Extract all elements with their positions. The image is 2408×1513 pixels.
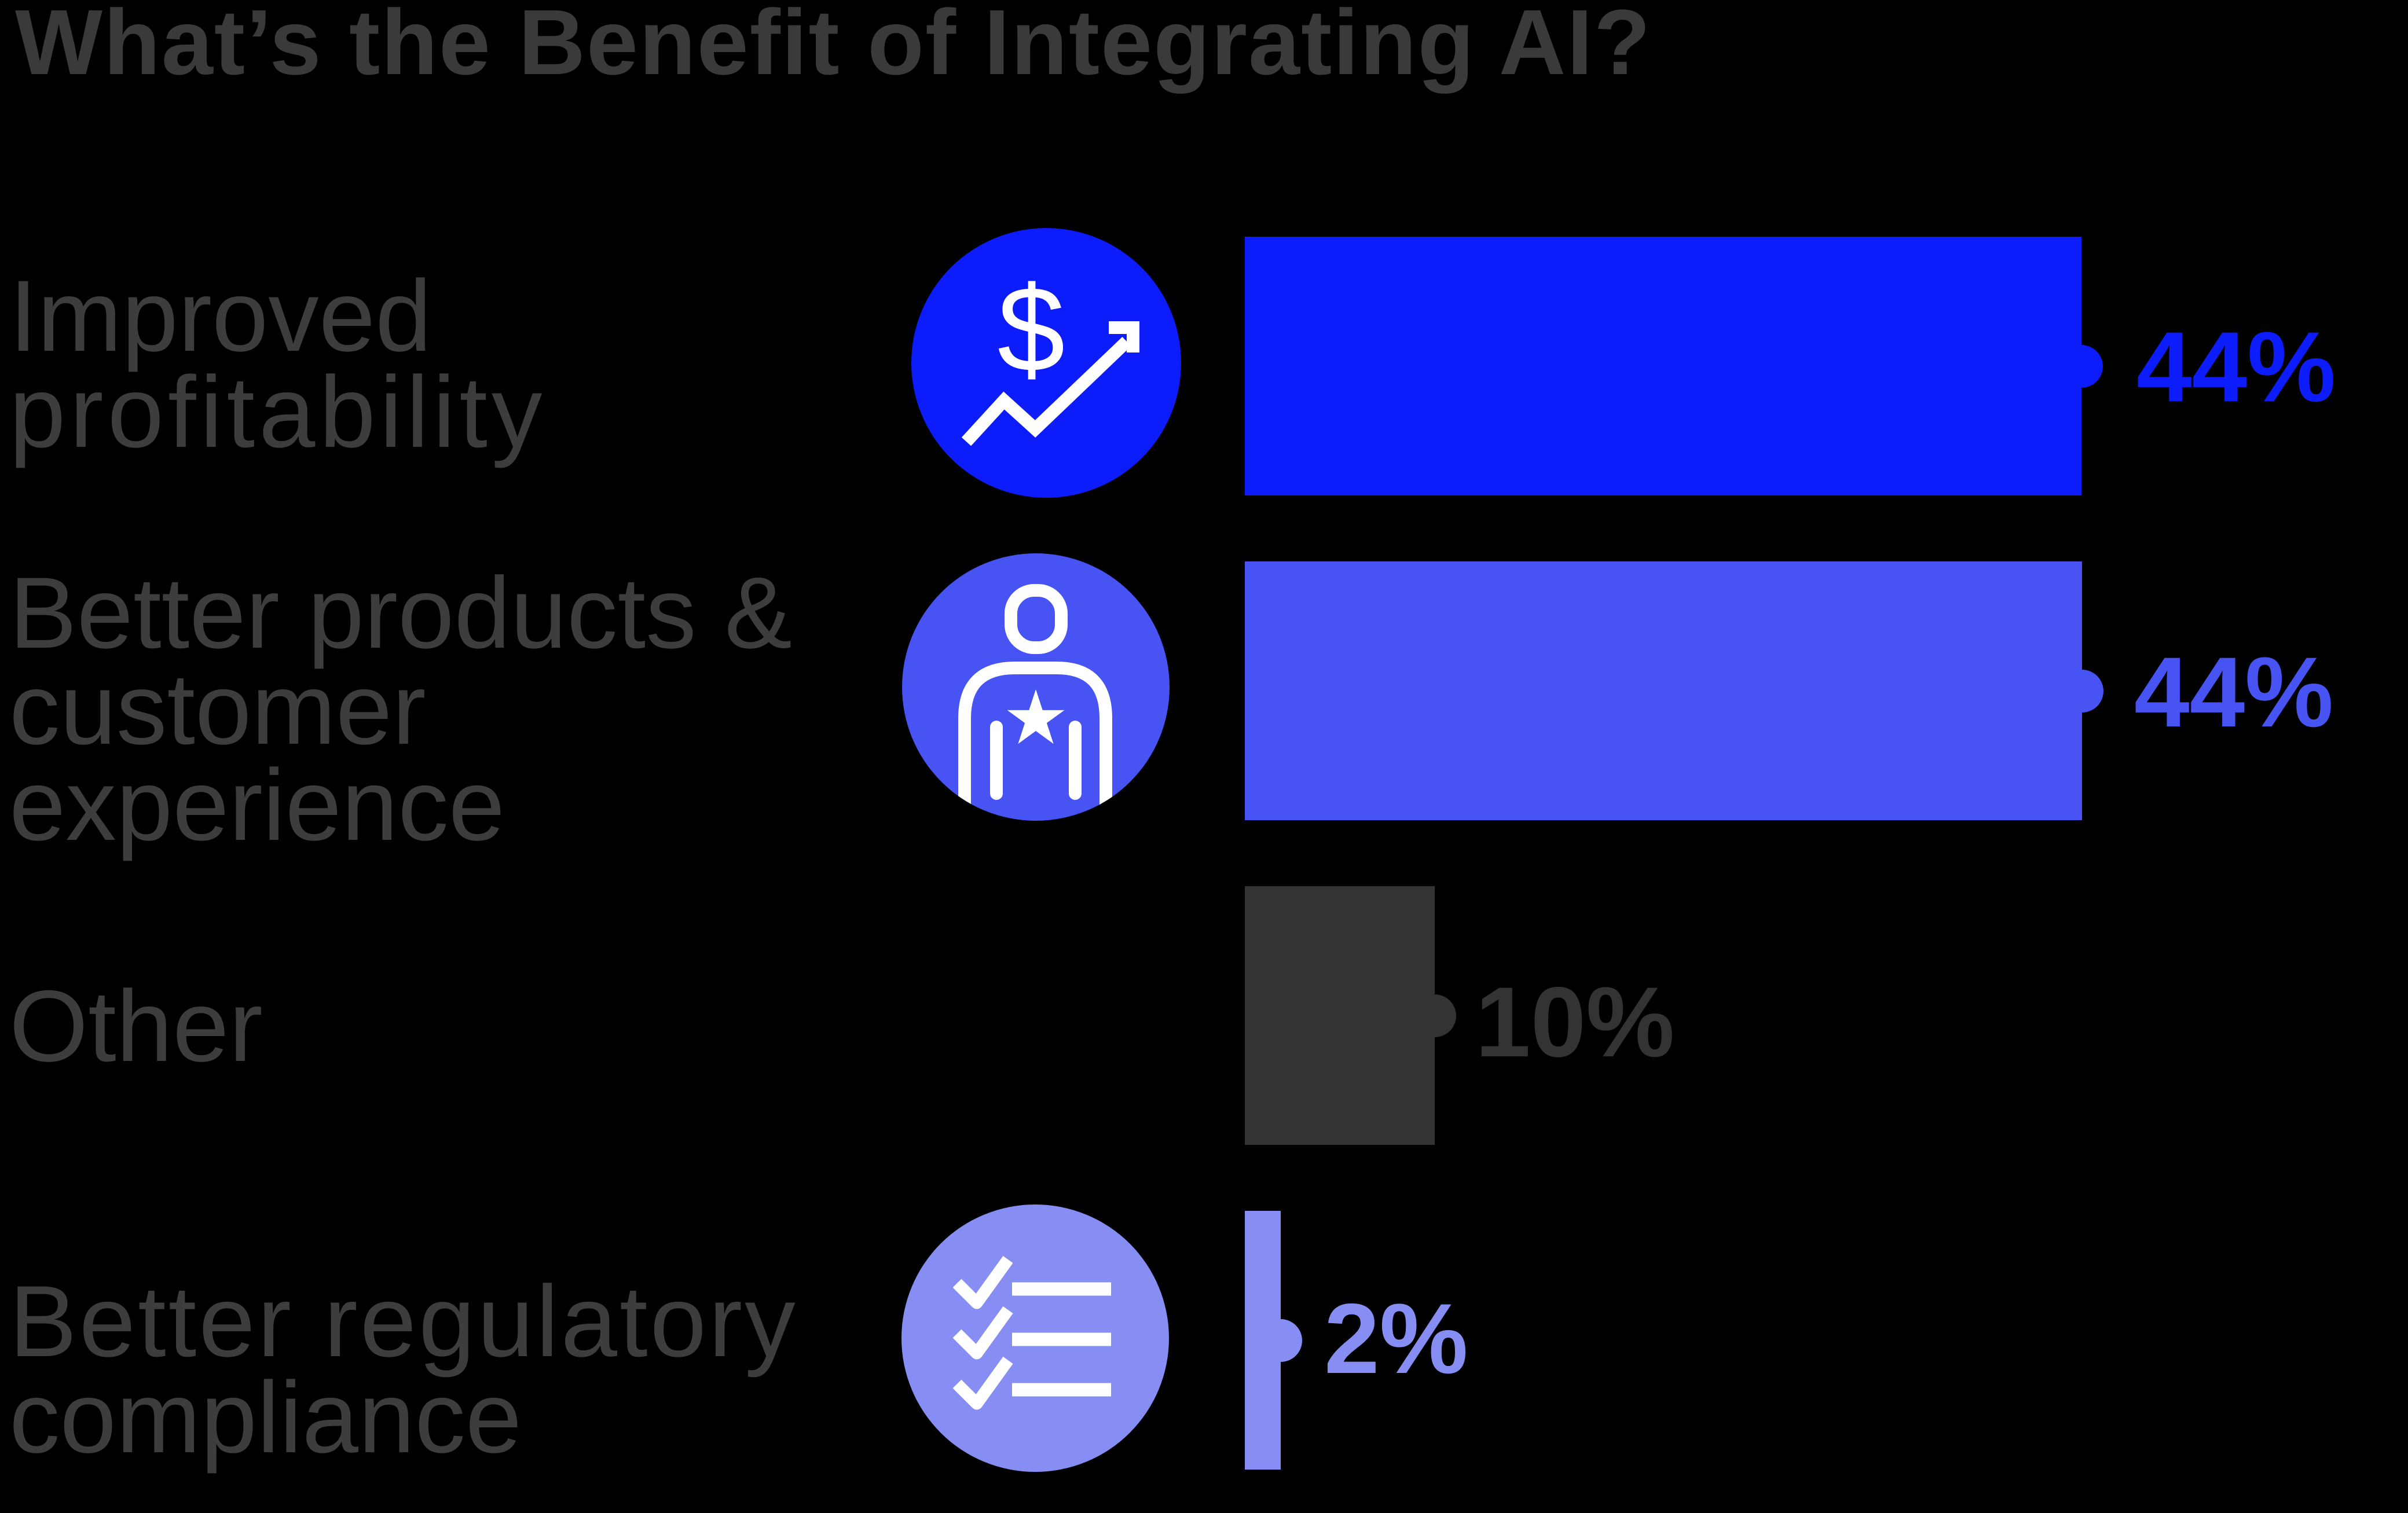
svg-text:$: $ (998, 261, 1065, 397)
